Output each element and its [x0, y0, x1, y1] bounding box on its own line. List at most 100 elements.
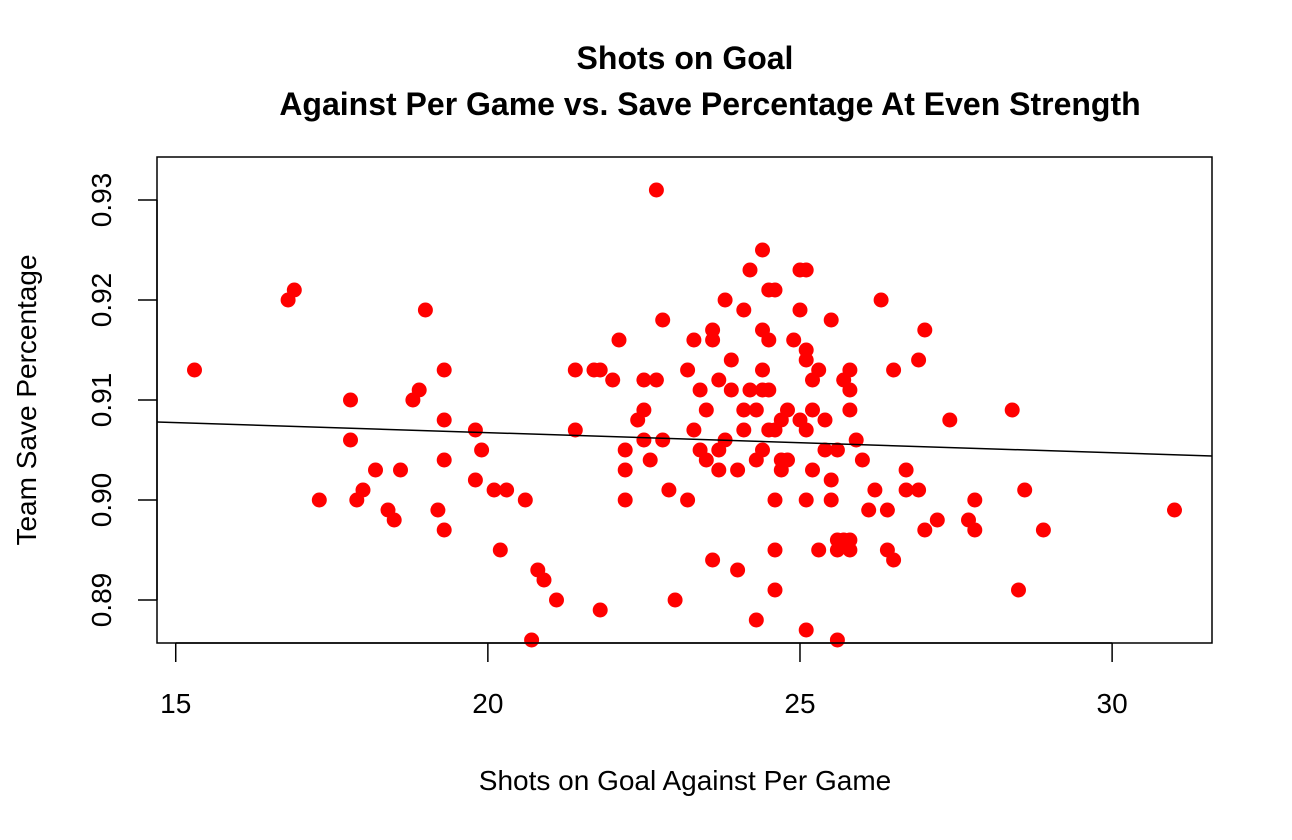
- data-point: [730, 562, 746, 578]
- data-point: [886, 362, 902, 378]
- data-point: [343, 432, 358, 448]
- data-point: [798, 492, 814, 508]
- data-point: [755, 442, 770, 458]
- data-point: [667, 592, 683, 608]
- trend-line: [156, 421, 1213, 457]
- data-point: [748, 402, 764, 418]
- data-point: [355, 482, 371, 498]
- data-point: [854, 452, 870, 468]
- data-point: [486, 482, 502, 498]
- data-point: [1167, 502, 1182, 518]
- data-point: [311, 492, 327, 508]
- data-point: [430, 502, 446, 518]
- data-point: [717, 292, 733, 308]
- data-point: [842, 402, 858, 418]
- data-point: [736, 422, 752, 438]
- points-layer: [187, 182, 1182, 648]
- data-point: [592, 362, 608, 378]
- data-point: [723, 382, 739, 398]
- data-point: [767, 582, 783, 598]
- data-point: [742, 382, 758, 398]
- data-point: [617, 442, 633, 458]
- data-point: [617, 492, 633, 508]
- data-point: [917, 522, 933, 538]
- data-point: [705, 552, 721, 568]
- data-point: [786, 332, 802, 348]
- data-point: [736, 302, 752, 318]
- data-point: [549, 592, 564, 608]
- data-point: [648, 372, 664, 388]
- data-point: [711, 462, 727, 478]
- data-point: [798, 422, 814, 438]
- data-point: [817, 412, 833, 428]
- data-point: [1017, 482, 1033, 498]
- data-point: [467, 472, 483, 488]
- data-point: [655, 312, 671, 328]
- x-tick-label: 30: [1097, 688, 1128, 719]
- data-point: [761, 332, 777, 348]
- data-point: [492, 542, 508, 558]
- data-point: [736, 402, 752, 418]
- data-point: [567, 422, 583, 438]
- data-point: [499, 482, 515, 498]
- data-point: [823, 472, 839, 488]
- data-point: [798, 622, 814, 638]
- data-point: [386, 512, 402, 528]
- data-point: [829, 632, 845, 648]
- data-point: [686, 422, 702, 438]
- data-point: [436, 412, 452, 428]
- y-tick-label: 0.89: [86, 573, 117, 628]
- data-point: [393, 462, 408, 478]
- x-axis-label: Shots on Goal Against Per Game: [479, 765, 891, 796]
- data-point: [648, 182, 664, 198]
- data-point: [886, 552, 902, 568]
- data-point: [861, 502, 877, 518]
- x-axis: 15 20 25 30: [160, 642, 1128, 719]
- data-point: [411, 382, 427, 398]
- data-point: [611, 332, 627, 348]
- data-point: [636, 372, 652, 388]
- data-point: [436, 522, 452, 538]
- data-point: [692, 382, 708, 398]
- y-axis: 0.89 0.90 0.91 0.92 0.93: [86, 173, 158, 628]
- data-point: [730, 462, 746, 478]
- data-point: [767, 542, 783, 558]
- chart-title: Shots on Goal: [577, 40, 794, 76]
- data-point: [524, 632, 540, 648]
- data-point: [723, 352, 739, 368]
- data-point: [967, 492, 983, 508]
- data-point: [517, 492, 533, 508]
- data-point: [811, 542, 827, 558]
- data-point: [343, 392, 358, 408]
- data-point: [661, 482, 677, 498]
- data-point: [567, 362, 583, 378]
- data-point: [811, 362, 827, 378]
- data-point: [780, 452, 795, 468]
- plot-frame: [156, 156, 1213, 644]
- data-point: [436, 362, 452, 378]
- data-point: [536, 572, 552, 588]
- data-point: [742, 262, 758, 278]
- data-point: [911, 482, 927, 498]
- data-point: [436, 452, 452, 468]
- data-point: [805, 402, 820, 418]
- data-point: [879, 502, 895, 518]
- data-point: [474, 442, 490, 458]
- data-point: [617, 462, 633, 478]
- data-point: [655, 432, 671, 448]
- data-point: [792, 302, 808, 318]
- data-point: [823, 312, 839, 328]
- data-point: [755, 242, 770, 258]
- data-point: [842, 542, 858, 558]
- data-point: [1035, 522, 1051, 538]
- data-point: [798, 262, 814, 278]
- x-tick-label: 20: [472, 688, 503, 719]
- data-point: [417, 302, 433, 318]
- data-point: [761, 382, 777, 398]
- data-point: [842, 362, 858, 378]
- data-point: [698, 452, 714, 468]
- data-point: [911, 352, 927, 368]
- data-point: [636, 402, 652, 418]
- data-point: [805, 462, 820, 478]
